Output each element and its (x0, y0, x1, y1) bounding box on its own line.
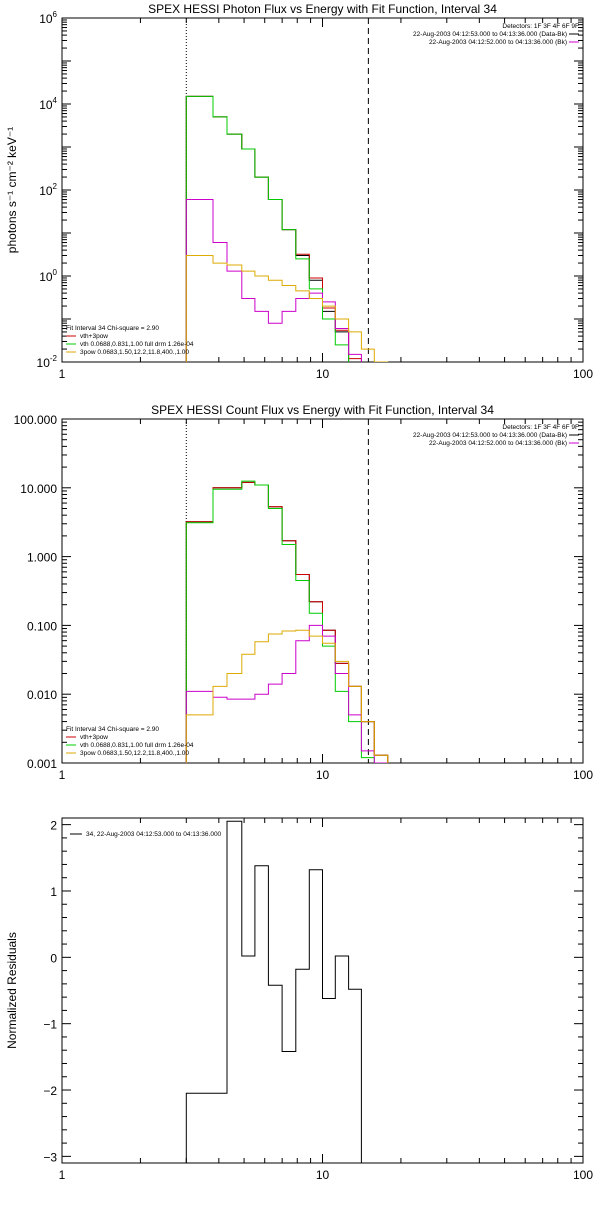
series-group (185, 820, 362, 1163)
y-tick-exponent: 4 (53, 96, 58, 105)
y-tick-label: 1.000 (27, 551, 57, 565)
y-tick-label: 104 (39, 96, 57, 112)
legend-entry: vth 0.0688,0.831,1.00 full drm 1.26e-04 (80, 341, 194, 348)
legend-entry: Detectors: 1F 3F 4F 6F 9F (502, 23, 579, 30)
y-tick-label: −3 (43, 1150, 57, 1164)
y-tick-label: 2 (50, 819, 57, 833)
series-line-2 (185, 481, 389, 763)
legend-entry: Fit Interval 34 Chi-square = 2.90 (66, 726, 159, 733)
y-tick-base: 10 (39, 270, 53, 284)
x-tick-label: 10 (316, 1168, 330, 1182)
y-tick-exponent: 6 (53, 10, 58, 19)
x-tick-label: 1 (59, 1168, 66, 1182)
series-line-4 (185, 624, 389, 763)
legend-entry: Fit Interval 34 Chi-square = 2.90 (66, 325, 159, 332)
x-tick-label: 100 (573, 768, 593, 782)
series-line-3 (185, 95, 350, 362)
y-axis: −3 −2 −1 0 1 2 (43, 819, 583, 1164)
y-tick-label: −2 (43, 1084, 57, 1098)
y-tick-exponent: -2 (50, 354, 58, 363)
y-tick-label: 1 (50, 885, 57, 899)
chart-panel-2: SPEX HESSI Count Flux vs Energy with Fit… (14, 403, 594, 782)
x-tick-label: 10 (316, 768, 330, 782)
chart-panel-3: 1 10 100 −3 −2 −1 0 1 2 Normalized Residuals 34, 2… (5, 817, 593, 1182)
legend-entry: 22-Aug-2003 04:12:52.000 to 04:13:36.000… (429, 440, 567, 447)
legend-entry: Detectors: 1F 3F 4F 6F 9F (502, 424, 579, 431)
legend-entry: 22-Aug-2003 04:12:53.000 to 04:13:36.000… (413, 31, 567, 38)
y-tick-label: 10-2 (37, 354, 58, 370)
series-line-1 (185, 481, 389, 763)
y-tick-label: 0 (50, 951, 57, 965)
series-line-5 (185, 629, 389, 763)
y-tick-label: 0.001 (27, 757, 57, 771)
legend-entry: 34, 22-Aug-2003 04:12:53.000 to 04:13:36… (86, 831, 222, 838)
x-tick-label: 10 (316, 367, 330, 381)
y-tick-label: 0.100 (27, 619, 57, 633)
series-line-4 (185, 199, 362, 362)
y-tick-label: 100 (39, 268, 57, 284)
y-tick-label: 102 (39, 182, 57, 198)
y-tick-base: 10 (39, 184, 53, 198)
y-axis-label: photons s⁻¹ cm⁻² keV⁻¹ (5, 127, 19, 253)
series-line-1 (185, 95, 362, 362)
series-line-3 (185, 480, 375, 763)
y-tick-label: 10.000 (20, 482, 57, 496)
y-tick-exponent: 2 (53, 182, 58, 191)
legend-bottom-left: Fit Interval 34 Chi-square = 2.90vth+3po… (66, 726, 194, 757)
y-tick-label: 100.000 (14, 413, 58, 427)
y-tick-base: 10 (39, 98, 53, 112)
plot-frame (61, 418, 584, 764)
series-line-1 (185, 820, 362, 1163)
y-axis: 0.001 0.010 0.100 1.000 10.000 100.000 (14, 413, 583, 771)
x-axis: 1 10 100 (59, 18, 593, 381)
chart-panel-1: SPEX HESSI Photon Flux vs Energy with Fi… (5, 2, 593, 381)
x-tick-label: 100 (573, 1168, 593, 1182)
y-axis-label: Normalized Residuals (5, 932, 19, 1049)
legend-entry: 3pow 0.0683,1.50,12.2,11.8,400.,1.00 (80, 349, 189, 356)
y-tick-exponent: 0 (53, 268, 58, 277)
series-line-5 (185, 255, 389, 362)
series-group (185, 480, 389, 763)
legend-entry: vth+3pow (80, 734, 108, 741)
y-tick-base: 10 (37, 356, 51, 370)
legend-entry: vth+3pow (80, 333, 108, 340)
legend-entry: 22-Aug-2003 04:12:52.000 to 04:13:36.000… (429, 39, 567, 46)
y-tick-label: 0.010 (27, 688, 57, 702)
legend: 34, 22-Aug-2003 04:12:53.000 to 04:13:36… (70, 831, 222, 838)
x-tick-label: 1 (59, 768, 66, 782)
y-tick-base: 10 (39, 12, 53, 26)
series-line-2 (185, 95, 362, 362)
legend-entry: 3pow 0.0683,1.50,12.2,11.8,400.,1.00 (80, 750, 189, 757)
series-group (185, 95, 389, 362)
y-tick-label: −1 (43, 1018, 57, 1032)
y-tick-label: 106 (39, 10, 57, 26)
chart-title: SPEX HESSI Count Flux vs Energy with Fit… (151, 403, 494, 417)
chart-title: SPEX HESSI Photon Flux vs Energy with Fi… (148, 2, 497, 16)
legend-bottom-left: Fit Interval 34 Chi-square = 2.90vth+3po… (66, 325, 194, 356)
x-axis: 1 10 100 (59, 419, 593, 782)
legend-entry: vth 0.0688,0.831,1.00 full drm 1.26e-04 (80, 742, 194, 749)
legend-entry: 22-Aug-2003 04:12:53.000 to 04:13:36.000… (413, 432, 567, 439)
x-axis: 1 10 100 (59, 818, 593, 1182)
x-tick-label: 100 (573, 367, 593, 381)
x-tick-label: 1 (59, 367, 66, 381)
